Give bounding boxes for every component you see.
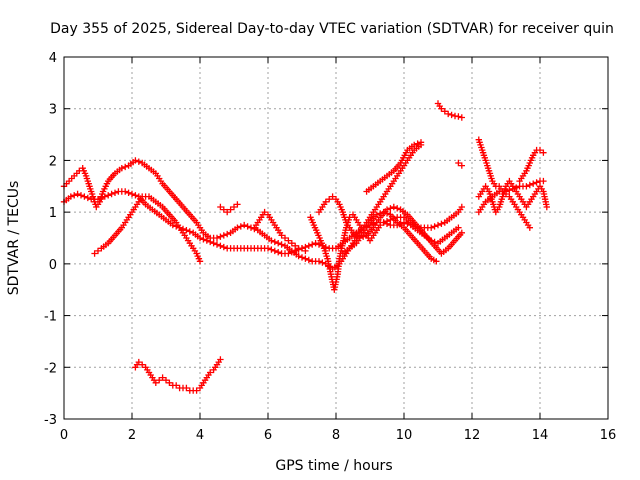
- x-tick-label: 0: [60, 428, 68, 443]
- data-points: [60, 100, 550, 394]
- x-tick-label: 10: [396, 428, 413, 443]
- data-point-track: [475, 177, 547, 216]
- x-tick-label: 4: [196, 428, 204, 443]
- y-tick-label: 0: [49, 258, 57, 273]
- data-point-track: [516, 146, 547, 185]
- data-point-track: [434, 100, 465, 121]
- x-axis-label: GPS time / hours: [275, 458, 392, 474]
- y-tick-label: 2: [49, 154, 57, 169]
- y-tick-label: 1: [49, 206, 57, 221]
- x-tick-label: 8: [332, 428, 340, 443]
- y-axis-label: SDTVAR / TECUs: [6, 181, 22, 296]
- data-point-track: [132, 356, 224, 394]
- y-tick-label: -3: [44, 413, 57, 428]
- x-tick-label: 2: [128, 428, 136, 443]
- data-point-track: [455, 159, 465, 169]
- y-tick-label: 3: [49, 103, 57, 118]
- data-point-track: [91, 193, 204, 265]
- data-point-track: [217, 201, 241, 216]
- x-tick-label: 14: [532, 428, 549, 443]
- x-tick-label: 6: [264, 428, 272, 443]
- data-point-track: [315, 193, 465, 257]
- y-tick-label: -1: [44, 310, 57, 325]
- y-tick-label: -2: [44, 361, 57, 376]
- data-point-track: [60, 188, 462, 257]
- plot-frame: [63, 56, 609, 420]
- data-point-track: [363, 139, 425, 195]
- data-point-track: [251, 208, 309, 255]
- data-point-track: [339, 208, 440, 265]
- data-point-track: [475, 177, 550, 216]
- data-point-track: [60, 141, 425, 273]
- chart-title: Day 355 of 2025, Sidereal Day-to-day VTE…: [50, 21, 614, 37]
- x-tick-label: 16: [600, 428, 617, 443]
- data-point-track: [475, 136, 533, 231]
- data-point-track: [307, 203, 465, 293]
- y-tick-label: 4: [49, 51, 57, 66]
- x-tick-label: 12: [464, 428, 481, 443]
